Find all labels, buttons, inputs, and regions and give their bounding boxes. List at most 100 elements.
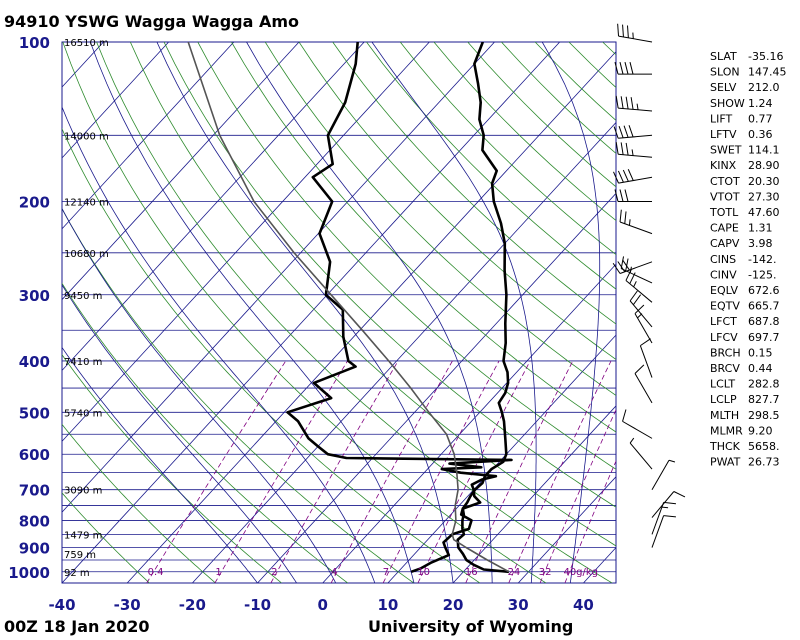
wind-barb <box>612 259 653 274</box>
dry-adiabat-line <box>264 42 616 396</box>
wind-barb-flag <box>614 62 619 75</box>
mixing-ratio-label: 10 <box>417 567 430 578</box>
isotherm-line <box>62 42 430 442</box>
pressure-tick-label: 400 <box>19 353 50 371</box>
wind-barb-shaft <box>625 280 653 303</box>
wind-barb <box>619 209 653 235</box>
isotherm-line <box>192 121 616 583</box>
mixing-ratio-label: 7 <box>383 567 389 578</box>
height-label: 92 m <box>64 568 90 579</box>
wind-barb-flag <box>614 189 619 202</box>
wind-barb <box>651 501 676 535</box>
index-value: 0.15 <box>748 346 773 359</box>
pressure-tick-label: 800 <box>19 512 50 530</box>
temperature-profile-line <box>456 42 510 574</box>
moist-adiabat-line <box>62 284 297 583</box>
temperature-tick-label: 0 <box>317 596 327 614</box>
index-key: SHOW <box>710 97 745 110</box>
wind-barb-flag <box>615 141 619 155</box>
mixing-ratio-line <box>146 360 287 583</box>
index-value: 26.73 <box>748 456 780 469</box>
wind-barb-flag <box>634 364 645 374</box>
index-key: MLMR <box>710 424 743 437</box>
dry-adiabat-line <box>163 42 616 508</box>
thermo-grid <box>62 42 616 583</box>
index-key: KINX <box>710 159 737 172</box>
index-key: SLON <box>710 66 740 79</box>
wind-barb <box>614 62 652 75</box>
moist-adiabat-line <box>156 42 454 583</box>
isotherm-line <box>126 51 616 583</box>
mixing-ratio-line <box>382 360 500 583</box>
wind-barb-flag <box>619 209 622 223</box>
isotherm-line <box>62 42 495 513</box>
wind-barb-flag <box>619 62 624 75</box>
index-value: 298.5 <box>748 409 780 422</box>
index-key: PWAT <box>710 456 741 469</box>
index-value: 147.45 <box>748 66 787 79</box>
wind-barb-flag <box>615 95 619 109</box>
index-value: 114.1 <box>748 144 780 157</box>
wind-barb-flag <box>627 169 634 181</box>
index-key: CTOT <box>710 175 740 188</box>
isotherm-line <box>452 405 616 583</box>
wind-barb-flag <box>629 290 638 302</box>
wind-barb-flag <box>619 189 624 202</box>
mixing-ratio-line <box>270 360 399 583</box>
wind-barb-flag <box>622 24 624 37</box>
wind-barb <box>614 189 652 202</box>
index-value: 212.0 <box>748 81 780 94</box>
index-value: 665.7 <box>748 300 780 313</box>
height-label: 9450 m <box>64 291 102 302</box>
wind-barb-half-flag <box>661 506 669 509</box>
isotherm-line <box>322 263 616 583</box>
dry-adiabat-line <box>62 42 547 583</box>
wind-barb <box>651 491 686 518</box>
wind-barb-flag <box>618 125 624 138</box>
height-label: 1479 m <box>64 530 102 541</box>
index-key: LCLP <box>710 393 737 406</box>
mixing-ratio-line <box>539 408 616 583</box>
index-key: LCLT <box>710 378 735 391</box>
wind-barb-flag <box>632 294 642 306</box>
dry-adiabat-line <box>332 42 616 325</box>
wind-barb-flag <box>622 409 627 422</box>
index-key: BRCH <box>710 346 741 359</box>
wind-barb-shaft <box>619 221 653 235</box>
index-value: 1.31 <box>748 222 773 235</box>
index-value: 20.30 <box>748 175 780 188</box>
mixing-ratio-line <box>330 360 453 583</box>
index-key: CAPE <box>710 222 739 235</box>
moist-adiabat-line <box>246 42 493 583</box>
index-value: 27.30 <box>748 190 780 203</box>
index-value: 1.24 <box>748 97 773 110</box>
wind-barb-flag <box>629 272 636 284</box>
wind-barb-flag <box>620 256 625 269</box>
wind-barb <box>625 269 653 303</box>
index-key: VTOT <box>710 190 740 203</box>
pressure-tick-label: 100 <box>19 34 50 52</box>
wind-barb-half-flag <box>633 281 637 288</box>
wind-barb-half-flag <box>637 313 643 319</box>
moist-adiabat-line <box>62 346 258 583</box>
wind-barb-half-flag <box>668 459 676 463</box>
isotherm-line <box>387 334 616 583</box>
wind-barb-flag <box>613 171 619 184</box>
wind-barb-flag <box>622 169 629 182</box>
dewpoint-profile-line <box>286 42 513 574</box>
wind-barb <box>613 169 653 184</box>
index-value: -125. <box>748 268 776 281</box>
index-key: LFCT <box>710 315 737 328</box>
index-key: CAPV <box>710 237 740 250</box>
dry-adiabat-line <box>197 42 616 470</box>
dry-adiabat-line <box>62 423 216 583</box>
wind-barb-half-flag <box>636 103 639 110</box>
wind-barb <box>629 290 653 328</box>
wind-barb-shaft <box>619 261 653 274</box>
dry-adiabat-line <box>366 42 616 290</box>
moist-adiabat-line <box>371 42 537 583</box>
isotherm-line <box>517 476 616 583</box>
wind-barb-shaft <box>651 502 665 535</box>
mixing-ratio-line <box>465 360 574 583</box>
